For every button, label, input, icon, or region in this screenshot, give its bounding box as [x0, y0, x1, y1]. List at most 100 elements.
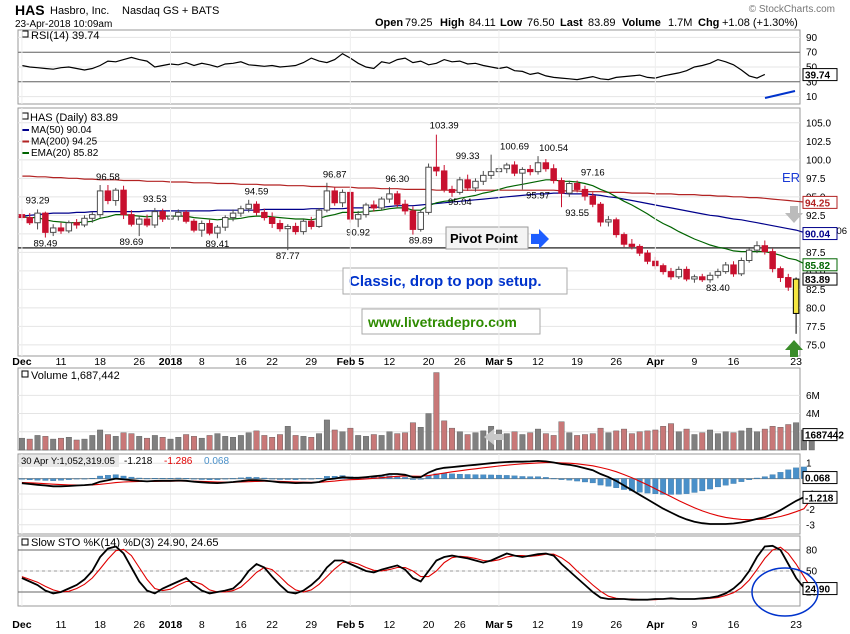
volume-bar — [542, 433, 549, 451]
volume-bar — [292, 435, 299, 451]
price-candle — [659, 263, 667, 275]
macd-hist-bar — [660, 478, 667, 495]
volume-bar — [511, 431, 518, 451]
volume-bar — [777, 427, 784, 451]
price-x-label: Mar 5 — [485, 356, 513, 368]
macd-hist-bar — [269, 478, 276, 480]
volume-bar — [605, 432, 612, 451]
price-x-label: Feb 5 — [337, 356, 365, 368]
macd-hist-bar — [550, 478, 557, 480]
price-candle — [448, 185, 456, 197]
macd-hist-bar — [558, 478, 565, 480]
volume-tick-label: 4M — [806, 409, 820, 420]
macd-label-box — [19, 455, 119, 467]
price-tag: 85.82 — [805, 261, 830, 272]
header-last-label: Last — [560, 17, 583, 29]
price-candle — [362, 202, 370, 218]
price-candle — [378, 196, 385, 211]
volume-bar — [151, 435, 158, 451]
legend-item: EMA(20) 85.82 — [31, 148, 99, 159]
macd-tick-label: -3 — [806, 520, 815, 531]
price-label: 96.87 — [323, 170, 347, 181]
price-label: 103.39 — [430, 121, 459, 132]
volume-bar — [269, 437, 276, 451]
price-candle — [300, 219, 307, 235]
price-candle — [159, 208, 166, 223]
price-label: 89.89 — [409, 235, 433, 246]
macd-hist-bar — [535, 476, 541, 479]
price-tick-label: 102.5 — [806, 137, 831, 148]
price-x-label: 18 — [94, 356, 106, 368]
header-datetime: 23-Apr-2018 10:09am — [15, 19, 112, 30]
macd-hist-bar — [652, 478, 659, 494]
macd-hist-bar — [308, 478, 315, 480]
macd-hist-bar — [198, 478, 205, 480]
ma200-line — [21, 175, 812, 203]
price-candle — [214, 224, 221, 239]
price-candle — [683, 266, 690, 282]
price-candle — [135, 216, 143, 237]
volume-bar — [456, 431, 463, 451]
macd-value-c: 0.068 — [204, 456, 229, 467]
price-candle — [534, 156, 542, 175]
macd-label: 30 Apr Y:1,052,319.05 — [21, 456, 115, 467]
price-candle — [49, 224, 57, 237]
sto-last-tag-box — [802, 582, 838, 596]
legend-item: MA(50) 90.04 — [31, 125, 92, 136]
price-candle — [253, 201, 260, 216]
price-title: HAS (Daily) 83.89 — [30, 112, 118, 124]
volume-bar — [714, 433, 721, 451]
macd-hist-bar — [222, 478, 229, 480]
price-label: 99.33 — [456, 151, 480, 162]
price-label: 94.59 — [245, 187, 269, 198]
price-candle — [73, 219, 80, 229]
price-x-label: 12 — [384, 356, 396, 368]
volume-bar — [50, 438, 57, 451]
rsi-last-tag: 39.74 — [805, 71, 830, 82]
price-candle — [464, 174, 471, 191]
price-candle — [628, 239, 636, 250]
volume-bar — [112, 436, 119, 451]
volume-bar — [746, 427, 753, 451]
macd-hist-bar — [715, 478, 721, 488]
sto-x-label: 22 — [266, 619, 278, 631]
volume-bar — [722, 431, 729, 451]
volume-bar — [449, 427, 455, 451]
price-candle — [730, 261, 737, 277]
volume-bar — [597, 427, 604, 451]
macd-hist-bar — [769, 474, 776, 479]
header-low: 76.50 — [527, 17, 555, 29]
sto-x-label: 11 — [56, 619, 67, 631]
price-candle — [81, 215, 88, 228]
price-candle — [526, 165, 534, 176]
price-candle — [589, 192, 597, 208]
price-candle — [65, 220, 73, 234]
price-candle — [151, 207, 159, 228]
macd-hist-bar — [472, 474, 479, 479]
volume-bar — [519, 434, 526, 451]
price-candle — [714, 268, 722, 279]
site-box — [361, 308, 541, 335]
macd-hist-bar — [597, 478, 604, 486]
pivot-label: Pivot Point — [450, 231, 519, 246]
ma50-line — [21, 192, 812, 235]
price-candle — [745, 247, 753, 263]
macd-hist-bar — [292, 478, 299, 480]
volume-tick-label: 6M — [806, 391, 820, 402]
price-candle — [206, 219, 213, 236]
sto-x-label: Mar 5 — [485, 619, 513, 631]
macd-hist-bar — [761, 476, 768, 479]
macd-hist-bar — [167, 478, 174, 479]
panel-price-frame — [17, 107, 801, 357]
volume-bar — [472, 432, 479, 451]
macd-hist-bar — [527, 476, 534, 479]
macd-hist-bar — [722, 478, 729, 486]
price-x-label: 26 — [133, 356, 145, 368]
volume-bar — [191, 436, 197, 451]
price-candle — [284, 224, 292, 251]
volume-bar — [42, 436, 49, 451]
macd-hist-bar — [191, 478, 197, 480]
price-x-label: 2018 — [159, 356, 183, 368]
macd-hist-bar — [230, 478, 236, 480]
price-x-label: 8 — [199, 356, 205, 368]
